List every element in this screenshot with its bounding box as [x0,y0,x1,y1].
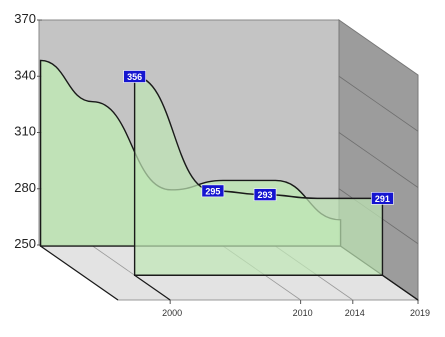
y-tick-label: 340 [14,67,36,82]
y-tick-label: 370 [14,11,36,26]
data-label-box [123,70,146,83]
y-tick-label: 280 [14,180,36,195]
x-tick-label: 2000 [162,308,182,318]
side-gridline [338,75,419,132]
data-label-box [371,192,394,205]
side-gridline [338,132,419,188]
data-label: 295 [205,186,220,196]
y-tick-label: 250 [14,236,36,251]
y-axis: 250 280 310 340 370 [14,11,42,251]
x-tick-label: 2010 [293,308,313,318]
data-label: 291 [375,194,390,204]
data-label-box [253,188,277,201]
data-labels: 356 295 293 291 [123,70,394,205]
area-depth-edge [40,245,119,301]
area-depth-edge [134,274,171,301]
area-depth-edge [382,274,419,301]
y-tick-label: 310 [14,124,36,139]
x-axis: 2000 2010 2014 2019 [162,300,430,318]
data-label-box [201,184,225,198]
data-label: 293 [258,190,273,200]
data-label: 356 [127,72,142,82]
x-tick-label: 2019 [410,308,430,318]
x-tick-label: 2014 [345,308,365,318]
